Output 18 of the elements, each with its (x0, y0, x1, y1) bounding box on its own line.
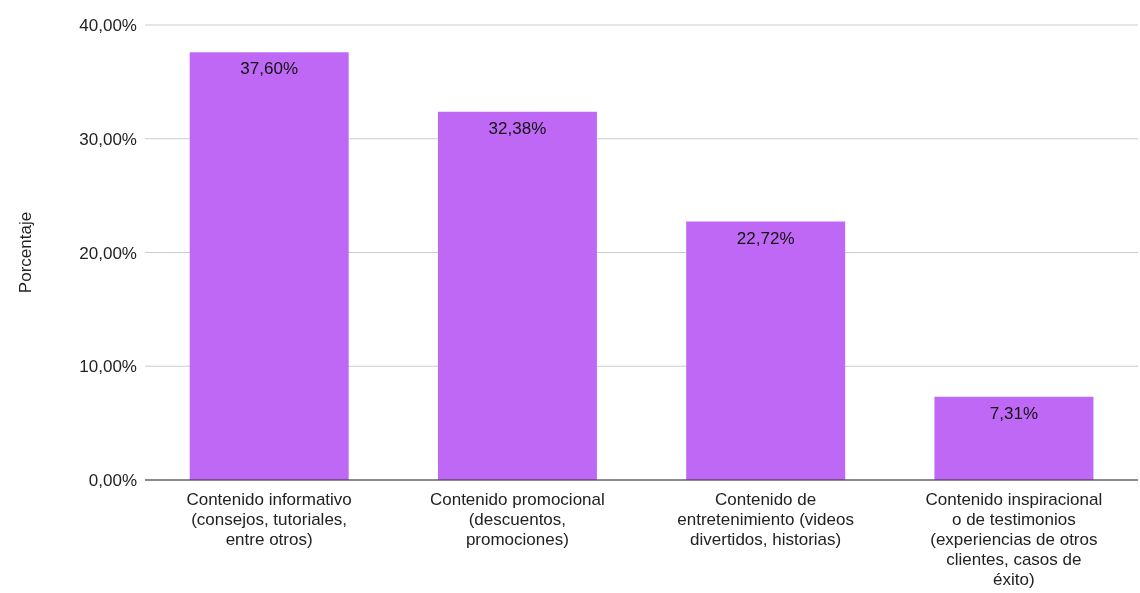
y-axis-title: Porcentaje (16, 211, 36, 294)
bar (934, 396, 1094, 480)
y-tick-label: 20,00% (79, 243, 137, 263)
bar (686, 221, 846, 480)
bar (189, 52, 349, 480)
x-tick-label: Contenido promocional (descuentos, promociones) (429, 490, 605, 549)
data-label: 7,31% (989, 403, 1039, 423)
data-label: 37,60% (240, 59, 299, 79)
bar (437, 111, 597, 480)
y-tick-label: 30,00% (79, 129, 137, 149)
y-tick-label: 0,00% (88, 471, 137, 491)
x-tick-label: Contenido de entretenimiento (videos divertidos, historias) (677, 490, 854, 549)
x-tick-label: Contenido informativo (consejos, tutoriales, entre otros) (186, 490, 352, 549)
y-tick-label: 40,00% (79, 16, 137, 36)
x-tick-label: Contenido inspiracional o de testimonios (experiencias de otros clientes, casos de éxito) (925, 490, 1103, 589)
y-tick-label: 10,00% (79, 357, 137, 377)
data-label: 22,72% (736, 228, 795, 248)
data-label: 32,38% (488, 118, 547, 138)
